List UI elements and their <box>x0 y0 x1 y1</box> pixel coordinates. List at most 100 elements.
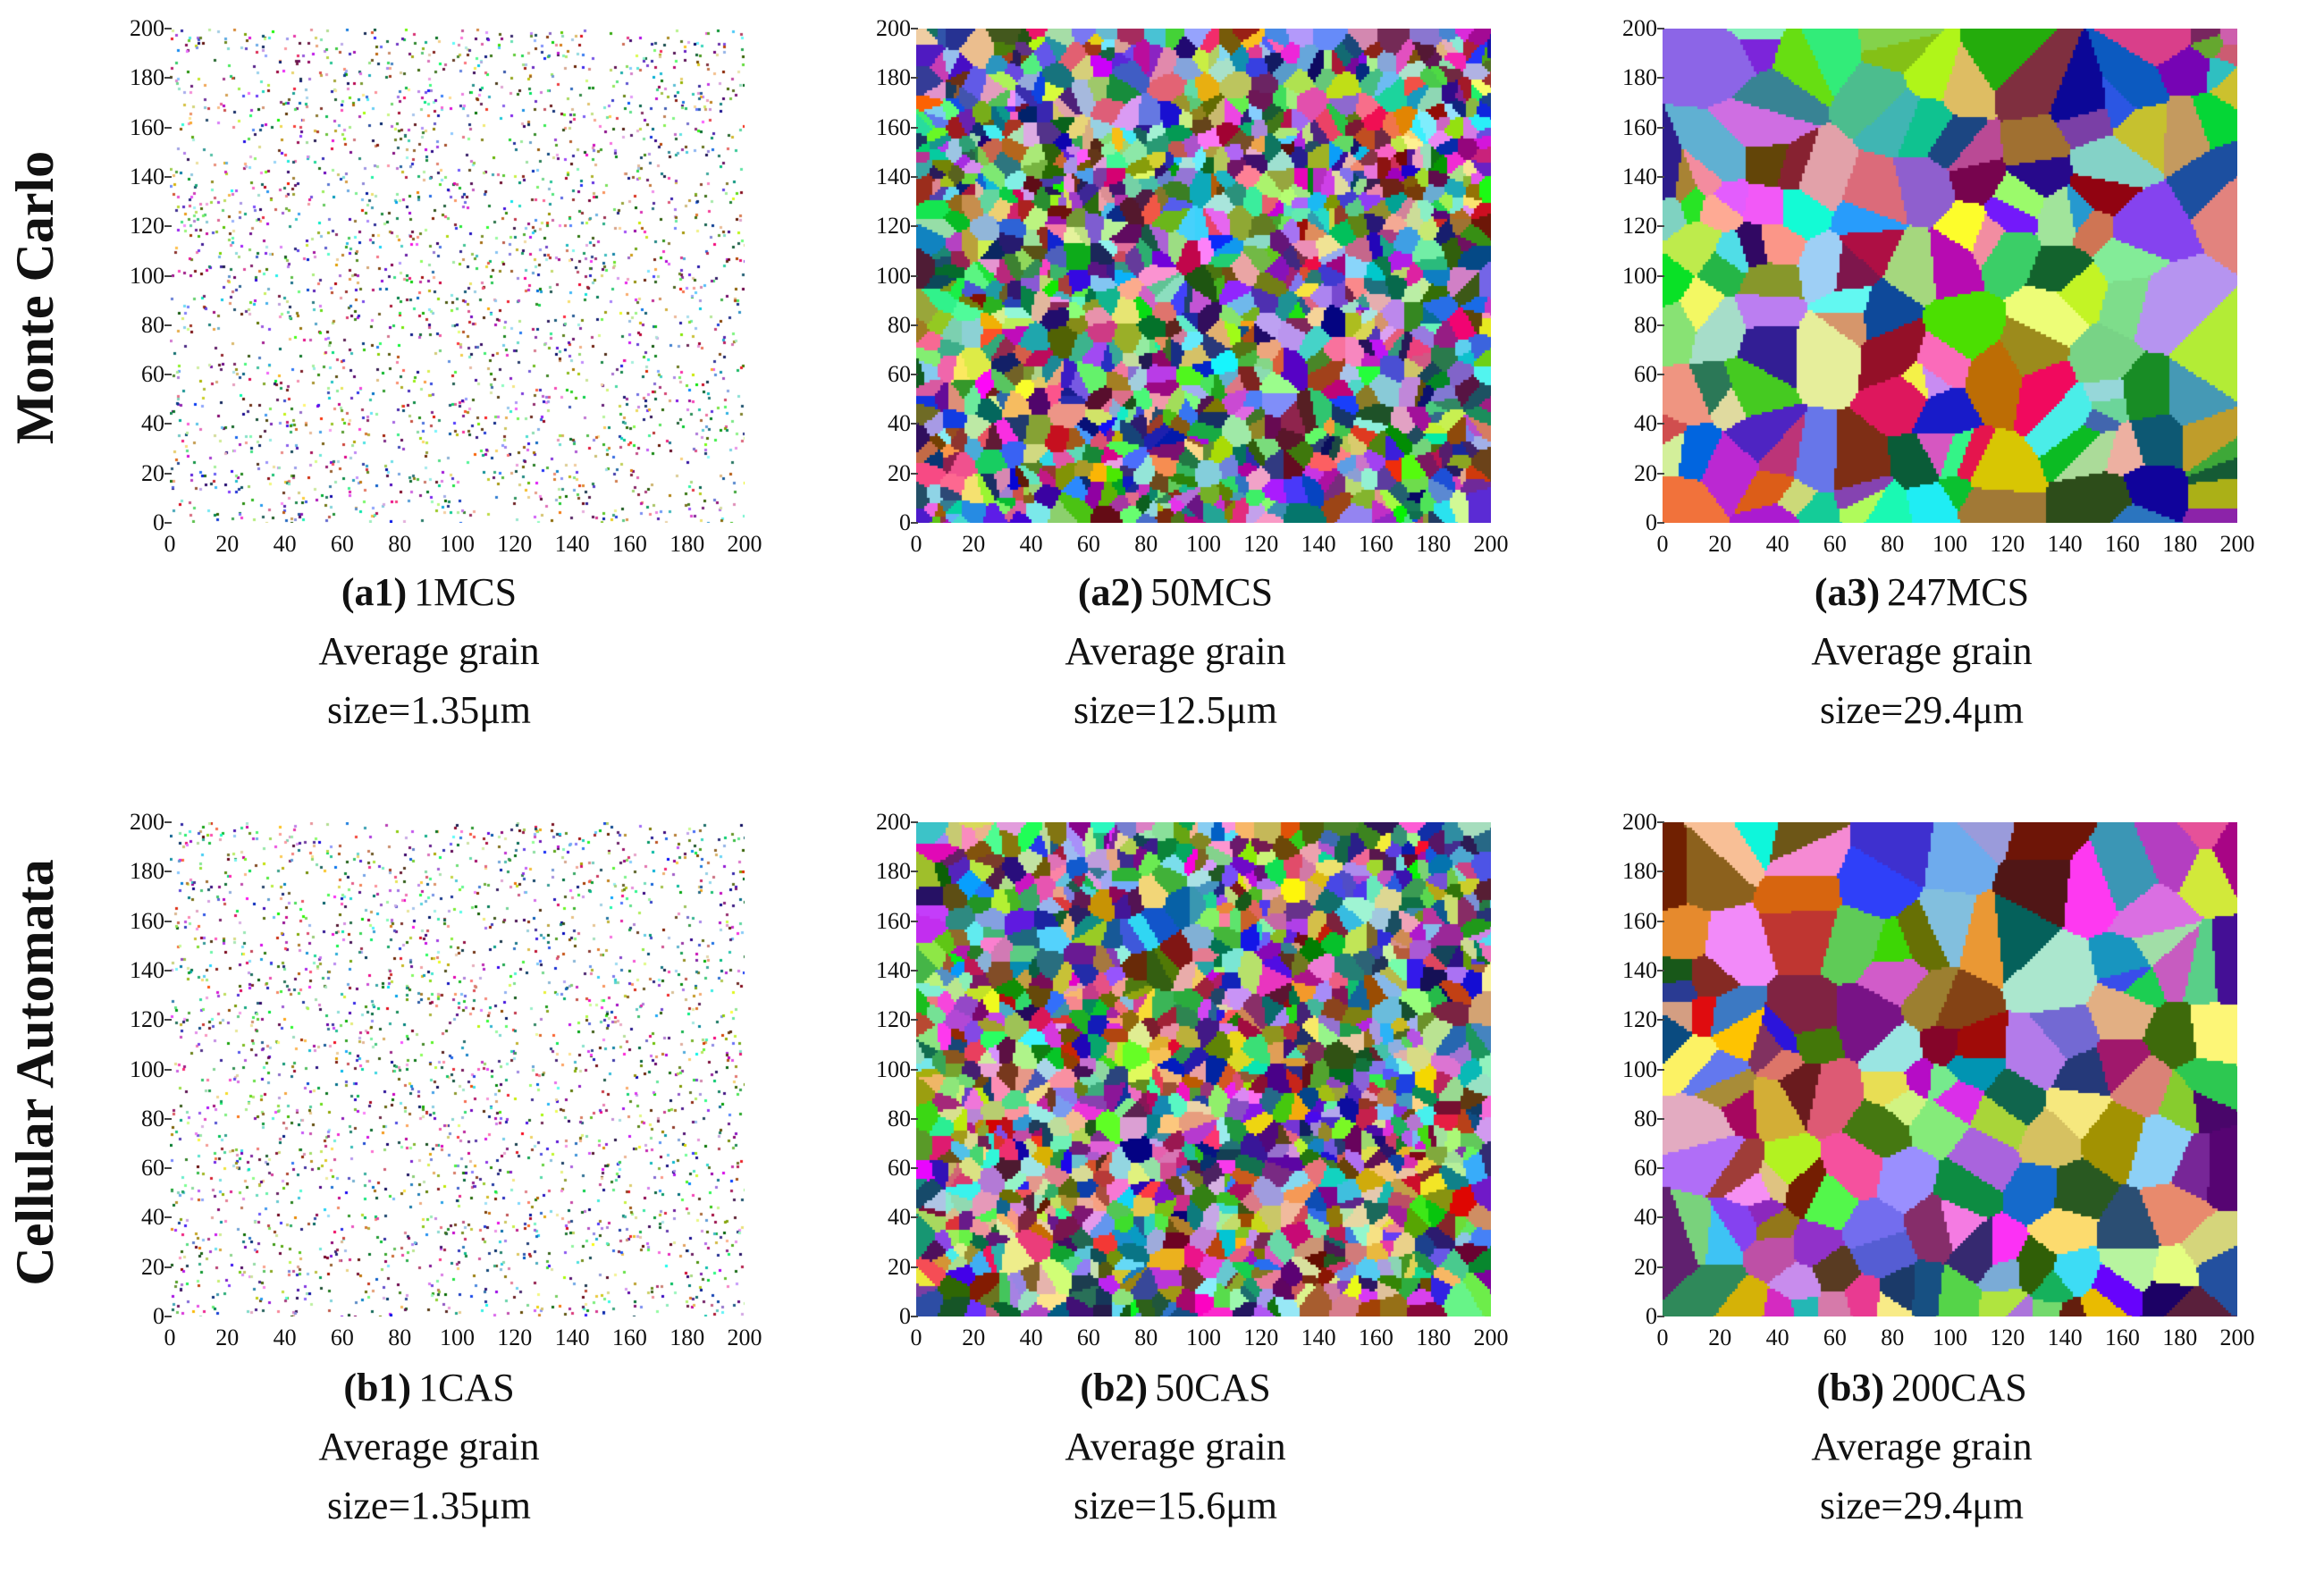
plot-panel-a1: 0 20 40 60 80 100 120 140 160 180 200 0 20 40 60 80 100 1… <box>89 0 769 572</box>
x-tick-label: 120 <box>497 531 533 557</box>
y-tick-mark <box>1657 1117 1664 1120</box>
y-tick-label: 60 <box>141 361 164 388</box>
panel-caption: (a3) 247MCS Average grain size=29.4μm <box>1582 563 2261 740</box>
panel-caption: (b2) 50CAS Average grain size=15.6μm <box>836 1358 1515 1535</box>
x-tick-label: 40 <box>273 531 297 557</box>
y-tick-mark <box>164 77 172 80</box>
y-tick-label: 100 <box>876 262 911 289</box>
y-tick-mark <box>1657 374 1664 376</box>
x-tick-label: 100 <box>1186 1325 1221 1350</box>
x-tick-label: 180 <box>2162 1325 2198 1350</box>
y-tick-mark <box>1657 77 1664 80</box>
y-tick-mark <box>911 1019 918 1022</box>
x-tick-label: 0 <box>910 531 922 557</box>
y-tick-mark <box>1657 871 1664 873</box>
panel-caption: (a1) 1MCS Average grain size=1.35μm <box>89 563 769 740</box>
caption-grain-size: size=29.4μm <box>1819 688 2025 732</box>
y-tick-mark <box>164 175 172 178</box>
caption-grain-label: Average grain <box>318 1425 540 1468</box>
x-tick-label: 60 <box>1076 531 1100 557</box>
x-tick-label: 200 <box>727 531 762 557</box>
y-tick-label: 60 <box>141 1155 164 1182</box>
step-count: 200CAS <box>1891 1366 2027 1409</box>
caption-grain-label: Average grain <box>1811 1425 2033 1468</box>
microstructure-map <box>170 822 745 1316</box>
y-tick-mark <box>164 969 172 972</box>
y-tick-mark <box>911 175 918 178</box>
y-tick-label: 160 <box>1622 114 1657 140</box>
y-tick-label: 40 <box>888 1204 911 1231</box>
y-tick-mark <box>1657 126 1664 129</box>
row-label-cellular-automata: Cellular Automata <box>5 859 64 1286</box>
y-tick-label: 200 <box>1622 809 1657 835</box>
y-tick-mark <box>1657 1316 1664 1317</box>
x-tick-label: 180 <box>669 531 705 557</box>
y-tick-mark <box>164 871 172 873</box>
microstructure-map <box>1663 29 2237 523</box>
x-tick-label: 200 <box>1473 1325 1509 1350</box>
x-tick-label: 200 <box>1473 531 1509 557</box>
x-tick-label: 20 <box>215 1325 240 1350</box>
y-tick-mark <box>911 1216 918 1219</box>
panel-caption: (a2) 50MCS Average grain size=12.5μm <box>836 563 1515 740</box>
y-tick-mark <box>911 1316 918 1317</box>
x-tick-label: 60 <box>330 1325 354 1350</box>
y-tick-label: 100 <box>876 1056 911 1082</box>
y-tick-label: 80 <box>1634 1105 1657 1131</box>
x-tick-label: 60 <box>1823 1325 1847 1350</box>
plot-panel-b1: 0 20 40 60 80 100 120 140 160 180 200 0 20 40 60 80 100 1… <box>89 794 769 1366</box>
y-tick-label: 0 <box>1646 509 1657 535</box>
y-tick-label: 20 <box>141 1253 164 1280</box>
caption-step-line: (a1) 1MCS <box>89 563 769 622</box>
y-tick-mark <box>1657 821 1664 823</box>
y-tick-label: 140 <box>130 163 164 189</box>
panel-tag: (b3) <box>1816 1366 1885 1409</box>
y-tick-label: 80 <box>141 1105 164 1131</box>
y-tick-mark <box>164 1117 172 1120</box>
y-tick-mark <box>1657 920 1664 922</box>
grain-heatmap-canvas <box>170 822 745 1316</box>
step-count: 1MCS <box>414 570 518 614</box>
panel-tag: (a2) <box>1077 570 1144 614</box>
x-tick-label: 0 <box>910 1325 922 1350</box>
y-tick-label: 120 <box>876 213 911 240</box>
y-tick-mark <box>911 1266 918 1268</box>
y-tick-mark <box>1657 969 1664 972</box>
y-tick-mark <box>164 374 172 376</box>
y-tick-mark <box>164 225 172 228</box>
x-tick-label: 40 <box>1765 531 1789 557</box>
row-label-monte-carlo: Monte Carlo <box>5 150 64 445</box>
caption-grain-size: size=1.35μm <box>326 688 532 732</box>
step-count: 247MCS <box>1887 570 2030 614</box>
y-tick-label: 20 <box>888 1253 911 1280</box>
y-tick-label: 180 <box>1622 858 1657 885</box>
plot-panel-a3: 0 20 40 60 80 100 120 140 160 180 200 0 20 40 60 80 100 1… <box>1582 0 2261 572</box>
y-tick-label: 160 <box>1622 907 1657 934</box>
x-tick-label: 20 <box>1708 1325 1732 1350</box>
y-tick-mark <box>911 423 918 425</box>
x-tick-label: 0 <box>1656 531 1669 557</box>
y-tick-label: 40 <box>141 410 164 437</box>
y-tick-label: 180 <box>1622 64 1657 91</box>
y-tick-mark <box>911 28 918 29</box>
y-tick-label: 20 <box>1634 1253 1657 1280</box>
y-tick-label: 140 <box>130 956 164 983</box>
x-tick-label: 60 <box>330 531 354 557</box>
caption-grain-size: size=1.35μm <box>326 1484 532 1527</box>
y-tick-mark <box>911 969 918 972</box>
x-tick-label: 60 <box>1823 531 1847 557</box>
x-tick-label: 20 <box>1708 531 1732 557</box>
x-tick-label: 140 <box>2047 531 2083 557</box>
y-tick-mark <box>1657 1266 1664 1268</box>
y-tick-label: 180 <box>130 858 164 885</box>
y-tick-mark <box>911 274 918 277</box>
x-tick-label: 120 <box>1990 531 2025 557</box>
x-tick-label: 120 <box>1990 1325 2025 1350</box>
caption-grain-size: size=15.6μm <box>1073 1484 1278 1527</box>
x-tick-label: 100 <box>440 531 475 557</box>
y-tick-mark <box>911 374 918 376</box>
panel-tag: (a1) <box>341 570 408 614</box>
grain-heatmap-canvas <box>916 29 1491 523</box>
y-tick-mark <box>911 1167 918 1170</box>
x-tick-label: 180 <box>669 1325 705 1350</box>
